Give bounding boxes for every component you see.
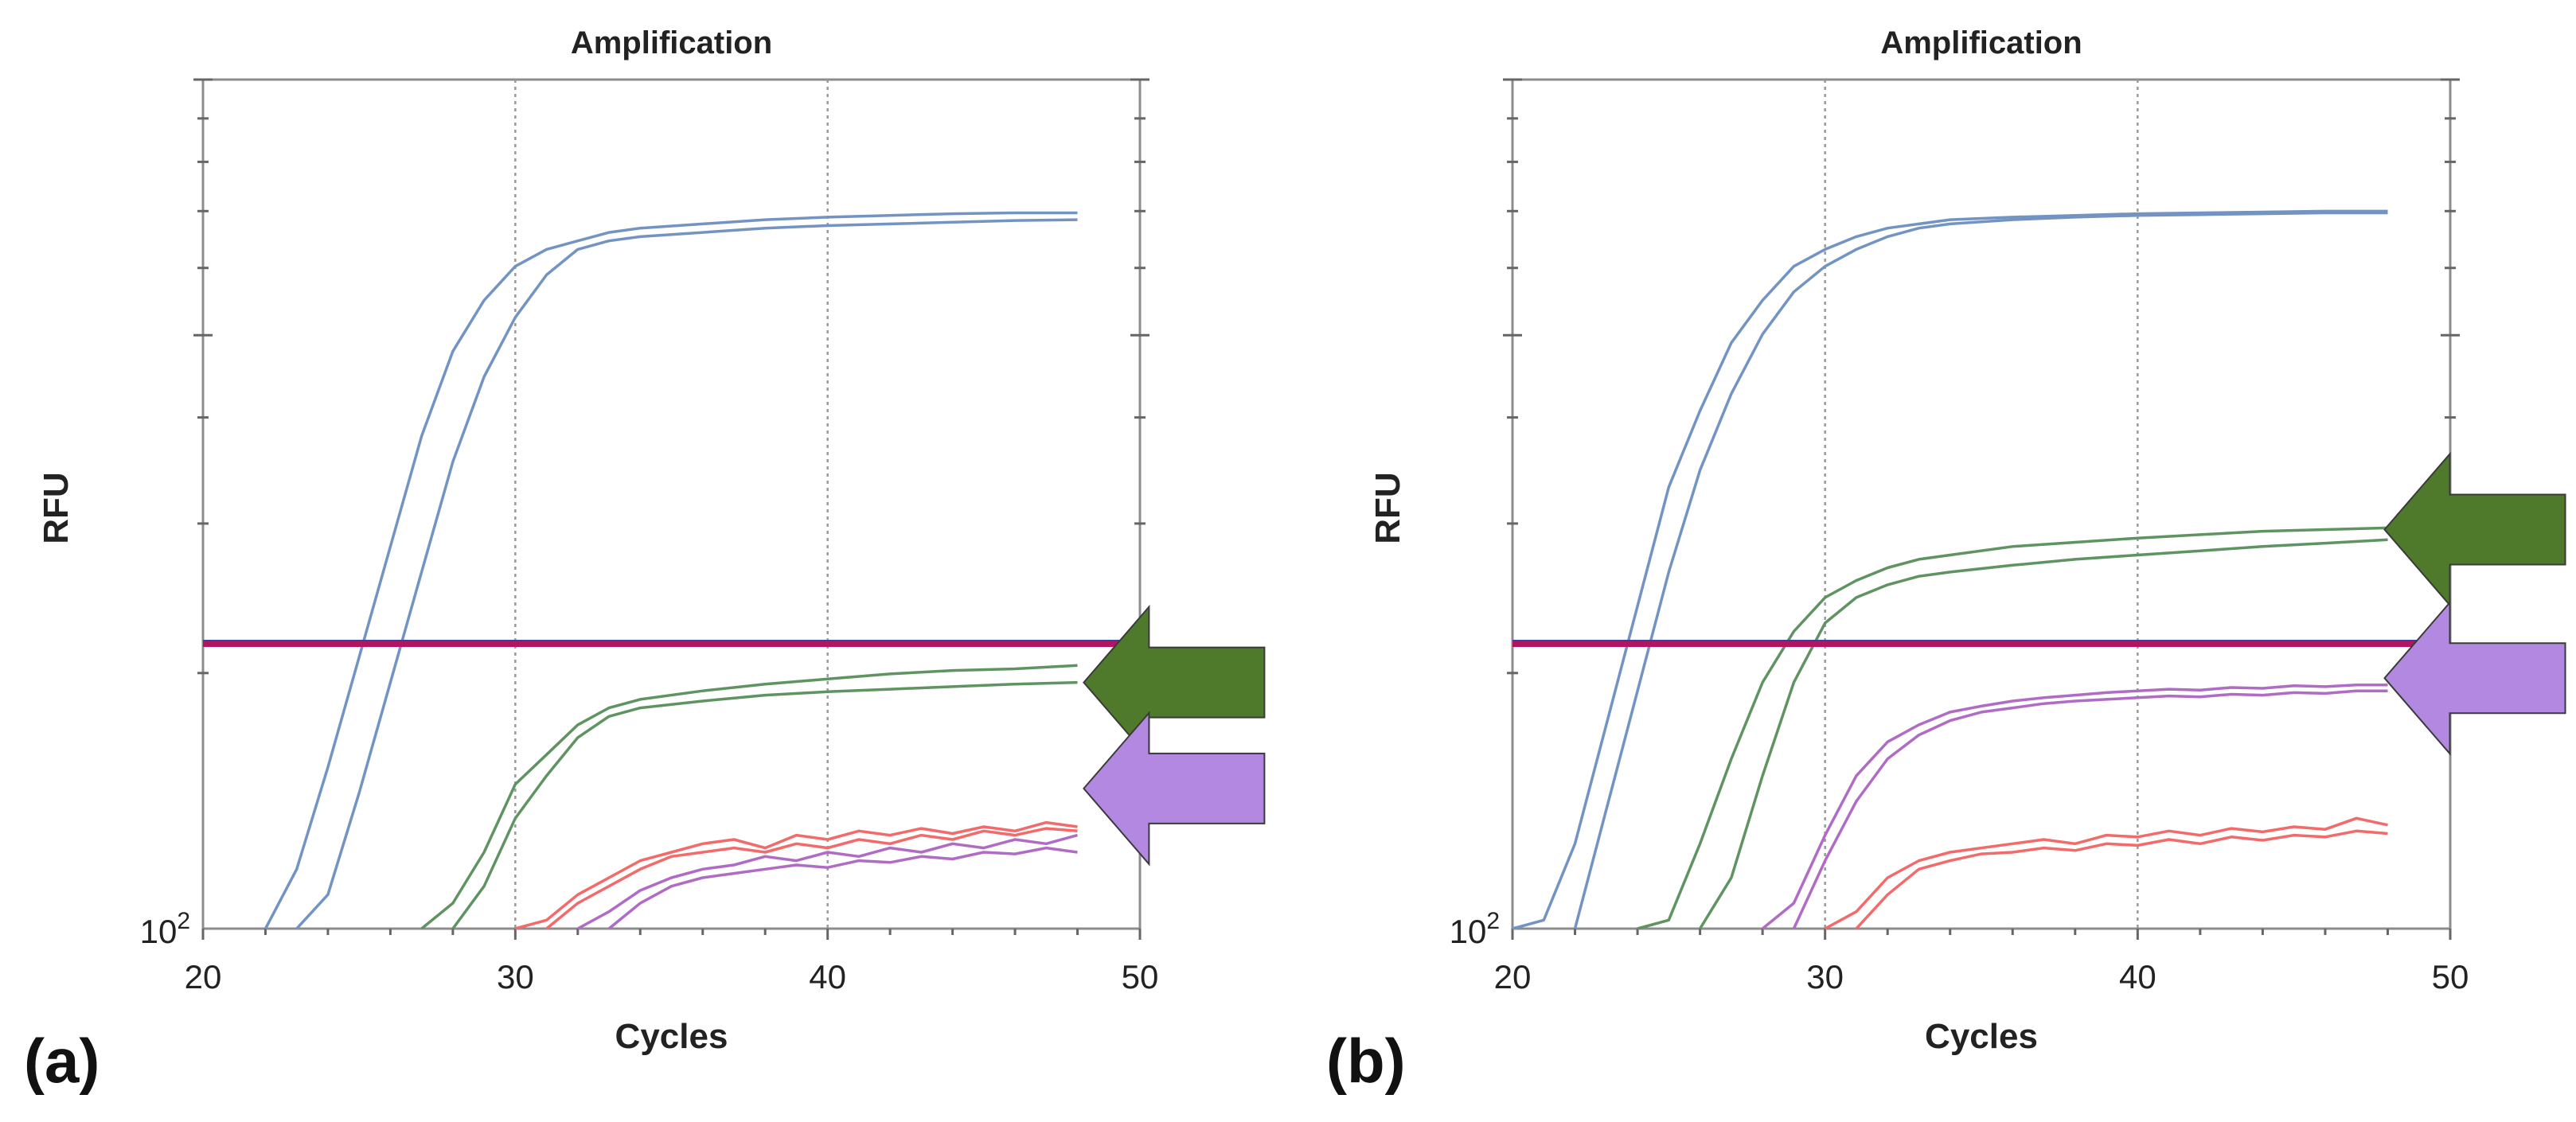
series-line-control-1 (263, 211, 1078, 929)
panel-label: (a) (24, 1026, 100, 1096)
pointer-arrow-green (2383, 451, 2566, 608)
pointer-arrow-purple (1083, 711, 1266, 867)
series-line-target-purple-2 (1792, 689, 2388, 929)
series-line-target-red-2 (545, 827, 1078, 930)
x-tick-label: 30 (1806, 958, 1844, 995)
pointer-arrow-purple (2383, 600, 2566, 756)
y-axis-label: RFU (37, 472, 76, 543)
x-tick-label: 20 (185, 958, 222, 995)
y-tick-label: 102 (140, 908, 190, 950)
y-axis-label: RFU (1368, 472, 1407, 543)
series-line-control-1 (1512, 209, 2388, 930)
x-tick-label: 40 (809, 958, 846, 995)
series-line-target-green-2 (451, 680, 1078, 930)
series-line-control-2 (1573, 211, 2388, 929)
x-tick-label: 30 (497, 958, 534, 995)
series-line-control-2 (295, 218, 1078, 930)
series-line-target-green-1 (1637, 526, 2388, 930)
plot-frame (201, 78, 1142, 930)
series-line-target-purple-1 (1761, 684, 2388, 930)
x-axis-label: Cycles (615, 1017, 728, 1056)
plot-frame (1511, 78, 2452, 930)
x-tick-label: 20 (1494, 958, 1532, 995)
series-line-target-purple-2 (607, 846, 1078, 930)
chart-title: Amplification (1880, 25, 2082, 60)
series-line-target-green-2 (1699, 538, 2388, 929)
panel-a: Amplification 20 30 40 50 102 Cycles RFU (a) (24, 25, 1266, 1096)
series-line-target-green-1 (420, 664, 1078, 930)
series-line-target-red-2 (1855, 829, 2388, 930)
chart-title: Amplification (571, 25, 772, 60)
x-tick-label: 50 (2432, 958, 2469, 995)
y-tick-label: 102 (1450, 908, 1500, 950)
series-line-target-red-1 (1824, 816, 2388, 930)
panel-label: (b) (1326, 1026, 1406, 1096)
y-tick-base: 10 (140, 913, 178, 950)
series-line-target-purple-1 (576, 833, 1078, 930)
x-tick-label: 40 (2119, 958, 2156, 995)
panel-b: Amplification 20 30 40 50 102 Cycles RFU (b) (1326, 25, 2566, 1096)
y-tick-exponent: 2 (177, 908, 190, 934)
y-tick-base: 10 (1450, 913, 1487, 950)
x-tick-label: 50 (1122, 958, 1159, 995)
y-tick-exponent: 2 (1486, 908, 1500, 934)
series-line-target-red-1 (514, 820, 1078, 930)
x-axis-label: Cycles (1925, 1017, 2038, 1056)
